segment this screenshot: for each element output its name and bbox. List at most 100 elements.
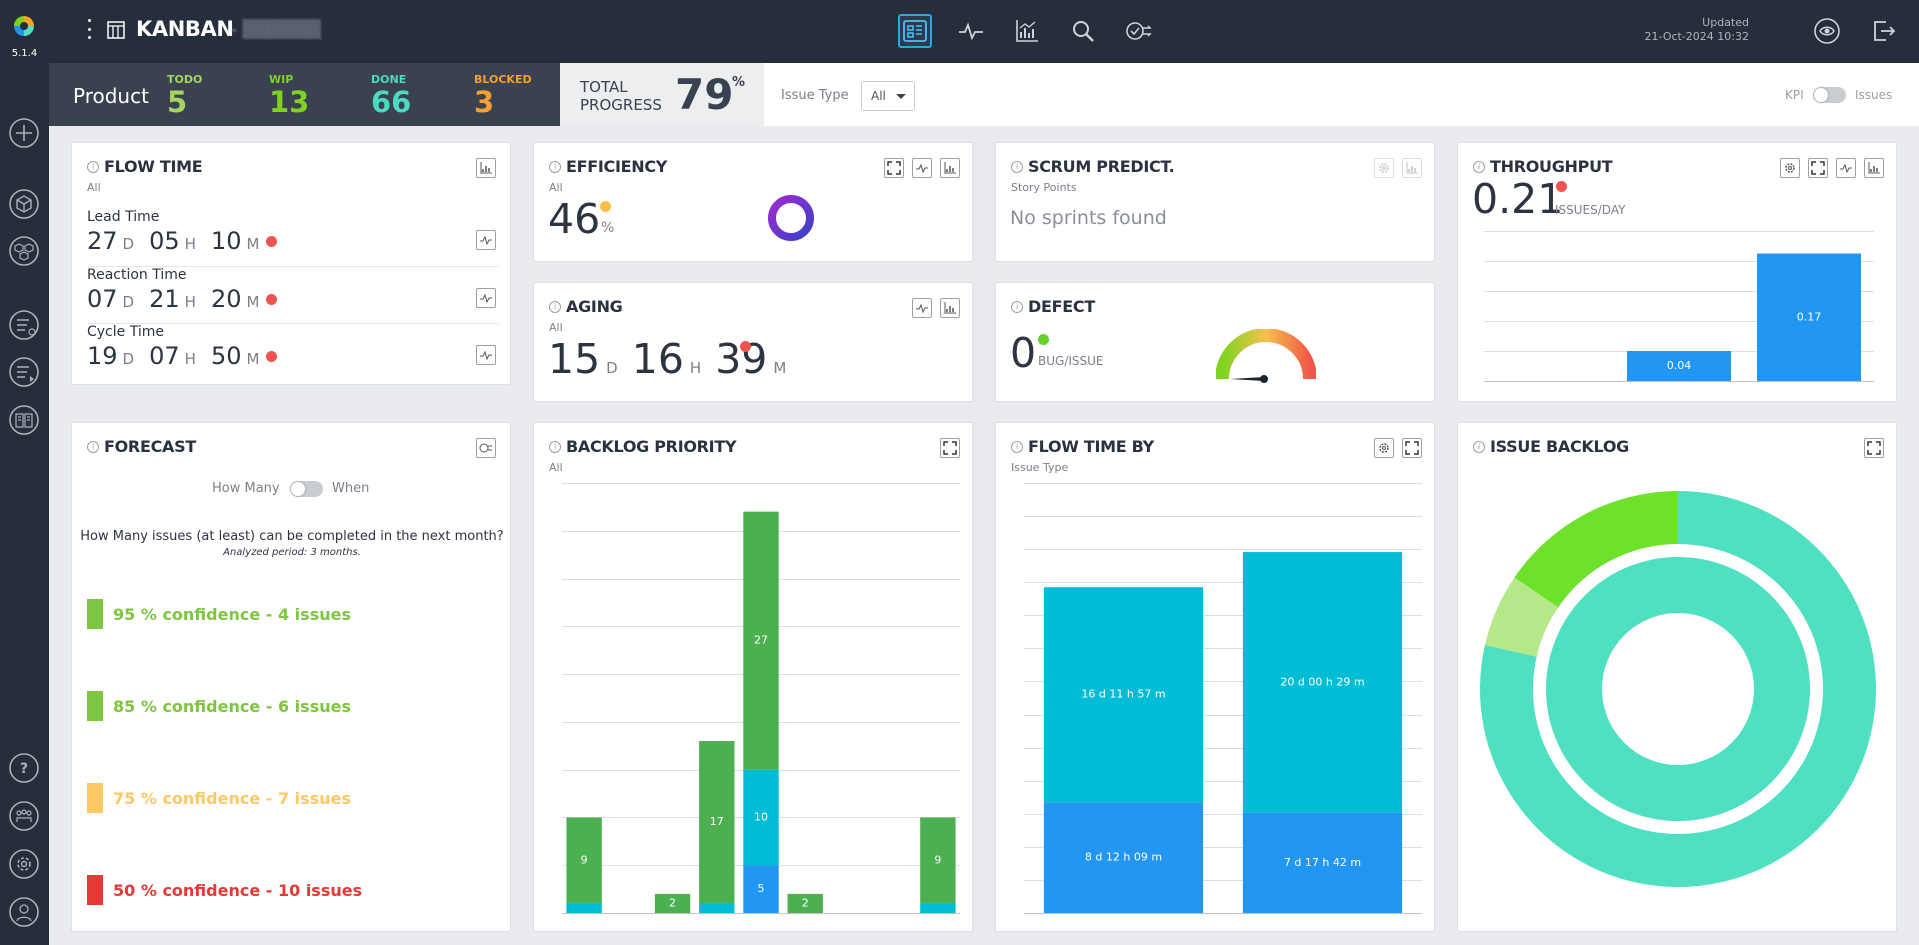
info-icon[interactable]: i [87, 440, 99, 453]
add-icon[interactable] [7, 116, 41, 150]
backlog-priority-chart: 9 2 17 5 10 27 2 9 [562, 483, 960, 914]
chart-view-button[interactable] [1010, 14, 1044, 48]
efficiency-card: i EFFICIENCY All 46 % [533, 142, 973, 262]
fullscreen-icon[interactable] [1402, 438, 1422, 458]
todo-count: 5 [167, 85, 188, 119]
refresh-view-icon[interactable] [1810, 14, 1844, 48]
efficiency-value: 46 [548, 195, 601, 243]
search-view-button[interactable] [1066, 14, 1100, 48]
info-icon[interactable]: i [1011, 160, 1023, 173]
kpi-label: KPI [1785, 88, 1804, 102]
aging-value: 15 D 16 H 39 M [548, 335, 787, 383]
data-label: 0.04 [1667, 359, 1692, 372]
trend-icon[interactable] [912, 158, 932, 178]
help-icon[interactable]: ? [7, 751, 41, 785]
wip-label: WIP [269, 73, 294, 86]
updated-date: 21-Oct-2024 10:32 [1644, 30, 1749, 43]
bar-segment [566, 903, 602, 913]
flow-time-subtitle: All [87, 181, 101, 194]
bar-chart-icon[interactable] [1402, 158, 1422, 178]
wip-count: 13 [269, 85, 310, 119]
forecast-icon[interactable] [476, 438, 496, 458]
book-icon[interactable] [7, 403, 41, 437]
fullscreen-icon[interactable] [940, 438, 960, 458]
settings-icon[interactable] [7, 847, 41, 881]
bar-chart-icon[interactable] [940, 298, 960, 318]
gear-icon[interactable] [1374, 158, 1394, 178]
bar-chart-icon[interactable] [476, 158, 496, 178]
users-icon[interactable] [7, 799, 41, 833]
scrum-predict-card: i SCRUM PREDICT. Story Points No sprints … [995, 142, 1435, 262]
trend-icon[interactable] [912, 298, 932, 318]
flow-time-by-chart: 8 d 12 h 09 m 16 d 11 h 57 m 7 d 17 h 42 m… [1024, 483, 1422, 914]
logout-icon[interactable] [1866, 14, 1900, 48]
status-dot [740, 341, 751, 352]
board-icon[interactable] [7, 187, 41, 221]
scrum-predict-title: i SCRUM PREDICT. [1011, 157, 1175, 176]
issue-backlog-title: i ISSUE BACKLOG [1473, 437, 1629, 456]
kpi-issues-toggle[interactable] [1813, 87, 1846, 103]
done-label: DONE [371, 73, 407, 86]
sidebar: 5.1.4 ? [0, 0, 49, 945]
info-icon[interactable]: i [1011, 300, 1023, 313]
confidence-85: 85 % confidence - 6 issues [87, 691, 351, 721]
info-icon[interactable]: i [1473, 160, 1485, 173]
user-profile-icon[interactable] [7, 895, 41, 929]
defect-unit: BUG/ISSUE [1038, 354, 1104, 368]
forecast-view-button[interactable] [1122, 14, 1156, 48]
gear-icon[interactable] [1374, 438, 1394, 458]
issue-type-value: All [871, 89, 886, 103]
throughput-title: i THROUGHPUT [1473, 157, 1613, 176]
trend-icon[interactable] [476, 288, 496, 308]
throughput-chart: 0.04 0.17 [1484, 231, 1874, 382]
menu-dots-icon[interactable] [86, 19, 92, 39]
config-list-icon[interactable] [7, 308, 41, 342]
throughput-bar [1757, 253, 1861, 381]
status-dot [266, 235, 278, 247]
bar-chart-icon[interactable] [1864, 158, 1884, 178]
status-dot [266, 350, 278, 362]
issue-backlog-chart [1480, 491, 1876, 887]
info-icon[interactable]: i [549, 440, 561, 453]
efficiency-subtitle: All [549, 181, 563, 194]
data-label: 0.17 [1797, 310, 1822, 323]
multi-board-icon[interactable] [7, 234, 41, 268]
info-icon[interactable]: i [1011, 440, 1023, 453]
issue-type-select[interactable]: All [861, 81, 915, 111]
status-dot [1556, 181, 1567, 192]
outer-slice [1484, 577, 1559, 657]
fullscreen-icon[interactable] [1808, 158, 1828, 178]
info-icon[interactable]: i [87, 160, 99, 173]
reaction-time-value: 07 D 21 H 20 M [87, 285, 499, 313]
aging-title: i AGING [549, 297, 623, 316]
scrum-predict-subtitle: Story Points [1011, 181, 1077, 194]
backlog-priority-subtitle: All [549, 461, 563, 474]
trend-icon[interactable] [476, 345, 496, 365]
gear-icon[interactable] [1780, 158, 1800, 178]
pulse-view-button[interactable] [954, 14, 988, 48]
bar-segment [566, 817, 602, 904]
trend-icon[interactable] [476, 230, 496, 250]
throughput-unit: ISSUES/DAY [1555, 203, 1626, 217]
data-label: 20 d 00 h 29 m [1280, 675, 1364, 688]
efficiency-title: i EFFICIENCY [549, 157, 667, 176]
info-icon[interactable]: i [549, 160, 561, 173]
info-icon[interactable]: i [549, 300, 561, 313]
bar-chart-icon[interactable] [940, 158, 960, 178]
trend-icon[interactable] [1836, 158, 1856, 178]
reaction-time-row: Reaction Time 07 D 21 H 20 M [87, 267, 499, 313]
forecast-title: i FORECAST [87, 437, 196, 456]
play-list-icon[interactable] [7, 355, 41, 389]
data-label: 10 [754, 810, 768, 823]
bar-segment [1043, 587, 1204, 803]
efficiency-ring [768, 195, 814, 241]
info-icon[interactable]: i [1473, 440, 1485, 453]
total-label-2: PROGRESS [580, 96, 662, 114]
how-many-when-toggle[interactable] [290, 481, 323, 497]
dashboard-view-button[interactable] [898, 14, 932, 48]
data-label: 2 [669, 896, 676, 909]
fullscreen-icon[interactable] [884, 158, 904, 178]
confidence-50: 50 % confidence - 10 issues [87, 875, 362, 905]
bar-segment [1242, 812, 1403, 913]
fullscreen-icon[interactable] [1864, 438, 1884, 458]
